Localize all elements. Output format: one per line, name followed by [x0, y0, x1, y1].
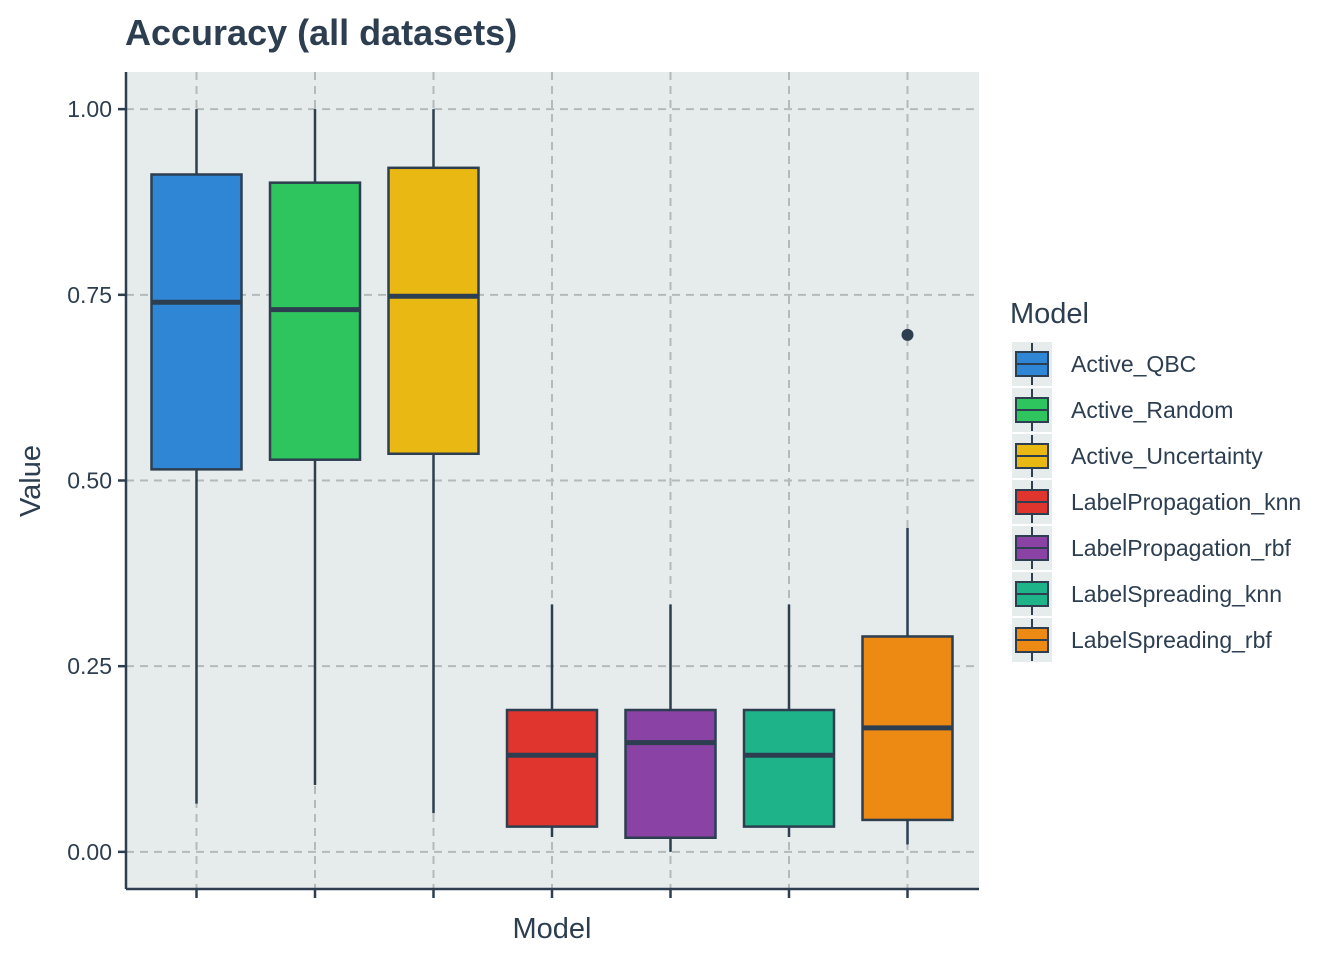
box-body: [742, 708, 836, 828]
box-active-uncertainty: [387, 109, 480, 814]
chart-title: Accuracy (all datasets): [125, 12, 517, 53]
y-tick-label: 0.50: [67, 468, 112, 494]
x-axis-ticks: [195, 889, 909, 898]
box-series: [150, 109, 954, 852]
box-body: [505, 708, 599, 828]
legend-item-labelspreading-knn: LabelSpreading_knn: [1012, 572, 1282, 616]
legend-label: Active_QBC: [1071, 351, 1196, 377]
legend-label: LabelSpreading_rbf: [1071, 627, 1272, 653]
box-labelspreading-rbf: [861, 328, 954, 845]
y-tick-label: 0.00: [67, 839, 112, 865]
legend-label: Active_Uncertainty: [1071, 443, 1263, 469]
legend-title: Model: [1010, 298, 1089, 330]
box-active-random: [268, 109, 362, 786]
legend-label: LabelPropagation_knn: [1071, 489, 1301, 515]
legend-item-active-uncertainty: Active_Uncertainty: [1012, 434, 1263, 478]
y-axis-title: Value: [15, 445, 47, 517]
y-tick-label: 1.00: [67, 96, 112, 122]
legend-label: Active_Random: [1071, 397, 1233, 423]
box-body: [268, 181, 362, 461]
box-body: [387, 166, 480, 456]
outlier-point: [901, 328, 914, 341]
legend-item-labelpropagation-knn: LabelPropagation_knn: [1012, 480, 1301, 524]
box-body: [624, 708, 717, 840]
legend: Model Active_QBC Active_Random Active_Unce…: [1010, 298, 1301, 662]
legend-item-labelpropagation-rbf: LabelPropagation_rbf: [1012, 526, 1292, 570]
legend-item-active-qbc: Active_QBC: [1012, 342, 1196, 386]
y-tick-label: 0.25: [67, 653, 112, 679]
box-labelpropagation-knn: [505, 604, 599, 838]
box-active-qbc: [150, 109, 243, 804]
legend-label: LabelPropagation_rbf: [1071, 535, 1292, 561]
y-tick-label: 0.75: [67, 282, 112, 308]
x-axis-title: Model: [513, 913, 592, 945]
legend-label: LabelSpreading_knn: [1071, 581, 1282, 607]
y-axis-ticks: 0.00 0.25 0.50 0.75 1.00: [67, 96, 126, 865]
box-body: [150, 173, 243, 471]
legend-item-labelspreading-rbf: LabelSpreading_rbf: [1012, 618, 1272, 662]
box-labelspreading-knn: [742, 604, 836, 838]
box-labelpropagation-rbf: [624, 604, 717, 852]
legend-item-active-random: Active_Random: [1012, 388, 1233, 432]
